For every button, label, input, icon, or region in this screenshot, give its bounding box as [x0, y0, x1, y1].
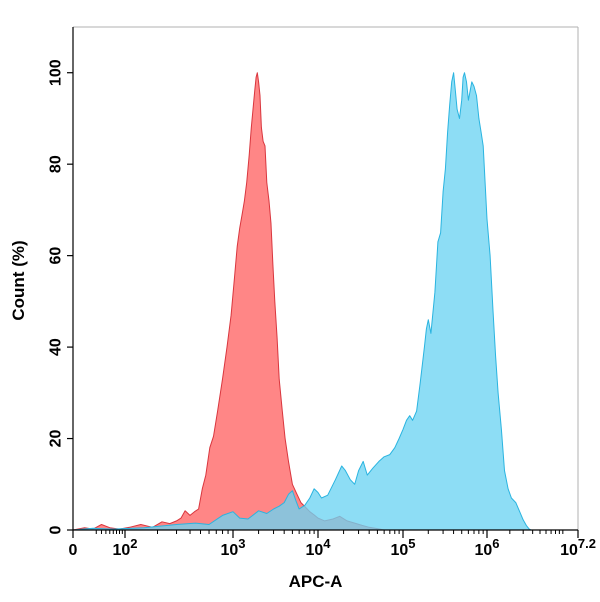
x-axis-label: APC-A — [289, 572, 343, 591]
y-tick-label: 0 — [48, 525, 65, 534]
y-tick-label: 40 — [48, 338, 65, 356]
x-tick-label: 103 — [220, 536, 245, 559]
x-tick-label: 106 — [474, 536, 499, 559]
x-tick-label: 105 — [390, 536, 415, 559]
y-tick-label: 60 — [48, 247, 65, 265]
y-axis-label: Count (%) — [9, 240, 28, 320]
x-tick-label: 107.2 — [560, 536, 596, 559]
histogram-series-2 — [72, 72, 532, 531]
x-tick-label: 104 — [305, 536, 331, 559]
axes: 0 20 40 60 80 100 0 102 103 104 105 106 107.2 — [48, 26, 596, 559]
x-tick-label: 0 — [69, 542, 78, 559]
x-tick-label: 102 — [112, 536, 137, 559]
y-tick-label: 100 — [48, 59, 65, 86]
y-tick-label: 20 — [48, 430, 65, 448]
series-layer — [72, 72, 532, 531]
y-tick-label: 80 — [48, 155, 65, 173]
